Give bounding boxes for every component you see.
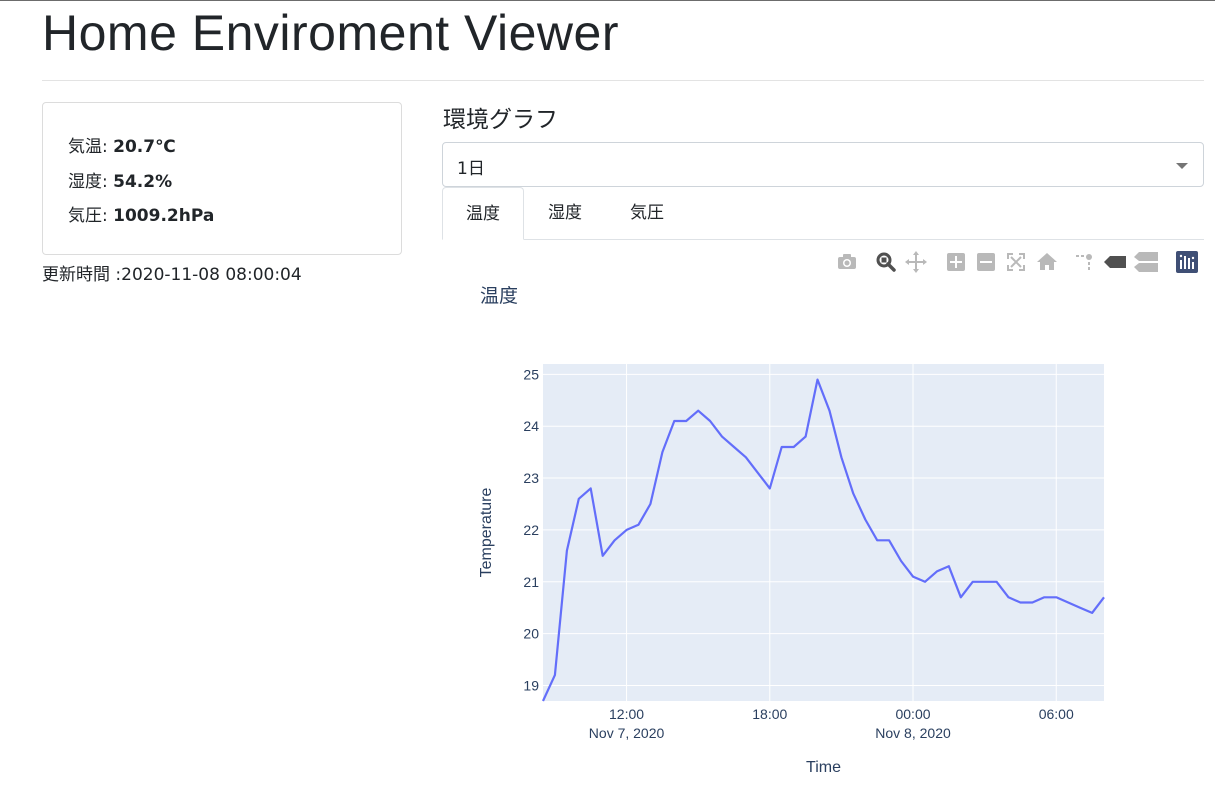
tab-pressure[interactable]: 気圧 (630, 203, 664, 223)
x-tick-label: 18:00 (752, 706, 787, 722)
spike-lines-icon[interactable] (1074, 252, 1096, 272)
title-divider (42, 80, 1204, 81)
y-tick-label: 24 (523, 418, 539, 434)
tab-temperature[interactable]: 温度 (442, 187, 524, 240)
chevron-down-icon (1176, 163, 1188, 169)
y-tick-label: 21 (523, 574, 539, 590)
pressure-label: 気圧: (68, 206, 108, 226)
zoom-in-icon[interactable] (946, 252, 966, 272)
temperature-value: 20.7℃ (113, 137, 176, 157)
page-title: Home Enviroment Viewer (42, 5, 619, 61)
camera-icon[interactable] (836, 252, 858, 272)
hover-compare-icon[interactable] (1134, 251, 1160, 273)
graph-tabs: 温度 湿度 気圧 (442, 187, 1204, 240)
x-tick-date-label: Nov 8, 2020 (875, 725, 951, 741)
x-tick-label: 00:00 (895, 706, 930, 722)
autoscale-icon[interactable] (1006, 252, 1026, 272)
zoom-icon[interactable] (875, 251, 897, 273)
plotly-logo-icon[interactable] (1176, 251, 1198, 273)
y-tick-label: 20 (523, 626, 539, 642)
plot-area (543, 364, 1104, 701)
y-tick-label: 22 (523, 522, 539, 538)
x-axis-title: Time (806, 759, 841, 776)
x-tick-label: 12:00 (609, 706, 644, 722)
range-select-value: 1日 (457, 159, 485, 179)
y-tick-label: 23 (523, 470, 539, 486)
graph-section-heading: 環境グラフ (443, 107, 558, 133)
updated-timestamp: 更新時間 :2020-11-08 08:00:04 (42, 265, 302, 285)
humidity-label: 湿度: (68, 171, 108, 192)
tab-humidity[interactable]: 湿度 (548, 203, 582, 223)
pressure-reading: 気圧: 1009.2hPa (68, 199, 401, 234)
range-select[interactable]: 1日 (442, 142, 1204, 187)
current-readings-card: 気温: 20.7℃ 湿度: 54.2% 気圧: 1009.2hPa (42, 102, 402, 255)
window-top-border (0, 0, 1215, 1)
pan-icon[interactable] (905, 251, 927, 273)
pressure-value: 1009.2hPa (113, 206, 215, 226)
humidity-value: 54.2% (113, 171, 173, 192)
humidity-reading: 湿度: 54.2% (68, 165, 401, 200)
reset-axes-icon[interactable] (1036, 252, 1058, 272)
chart-title: 温度 (480, 285, 519, 307)
y-tick-label: 25 (523, 366, 539, 382)
temperature-reading: 気温: 20.7℃ (68, 130, 401, 165)
x-tick-date-label: Nov 7, 2020 (589, 725, 665, 741)
series-line (542, 378, 1105, 702)
zoom-out-icon[interactable] (976, 252, 996, 272)
x-tick-label: 06:00 (1039, 706, 1074, 722)
temperature-label: 気温: (68, 137, 108, 157)
y-axis-title: Temperature (478, 487, 495, 577)
hover-closest-icon[interactable] (1104, 254, 1128, 270)
y-tick-label: 19 (523, 677, 539, 693)
